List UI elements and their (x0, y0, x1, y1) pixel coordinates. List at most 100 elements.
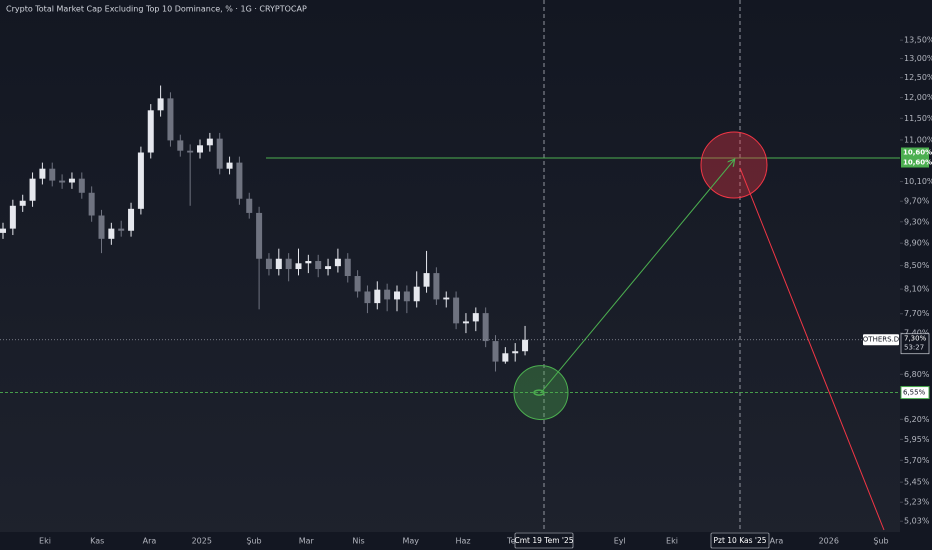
level-badge (901, 147, 929, 158)
candle (68, 172, 75, 189)
x-tick-label: Şub (873, 537, 888, 546)
candle (502, 347, 509, 364)
candle-body (197, 145, 203, 153)
candle (265, 253, 272, 276)
price-axis (900, 0, 932, 532)
y-tick-label: 9,70% (904, 197, 930, 206)
y-tick-label: 13,00% (904, 54, 932, 63)
candle (522, 325, 529, 356)
candle-body (29, 178, 36, 201)
down-arrow (739, 167, 885, 531)
candle (226, 156, 233, 175)
candle (364, 285, 371, 314)
x-tick-label: Eki (666, 537, 678, 546)
y-tick-label: 5,70% (904, 456, 930, 465)
candle (384, 283, 391, 312)
candle (98, 209, 105, 254)
level-badge-label: 10,60% (903, 159, 932, 167)
candle-body (0, 228, 6, 233)
candle-body (49, 168, 56, 181)
x-tick-label: Nis (352, 537, 364, 546)
candle-body (246, 198, 253, 213)
candle-body (68, 178, 75, 183)
candle-body (443, 297, 450, 300)
candle-body (206, 138, 213, 146)
candle-body (226, 162, 233, 169)
series-name-badge (863, 334, 899, 346)
candle (472, 307, 479, 332)
y-tick-label: 6,20% (904, 415, 930, 424)
candle (325, 258, 332, 276)
y-tick-label: 6,80% (904, 370, 930, 379)
y-tick-label: 5,95% (904, 435, 930, 444)
y-tick-label: 8,10% (904, 285, 930, 294)
x-tick-label: 2025 (192, 537, 212, 546)
candle (118, 220, 125, 237)
candle (19, 194, 26, 212)
price-badge-label: 7,30% (904, 335, 927, 343)
y-tick-label: 5,45% (904, 478, 930, 487)
candle (492, 335, 499, 372)
candle (344, 253, 351, 283)
candle-body (88, 192, 95, 216)
candle (285, 253, 292, 282)
crosshair-label: Cmt 19 Tem '25 (514, 536, 573, 545)
x-tick-label: Haz (455, 537, 470, 546)
candle (403, 285, 410, 314)
candle-body (285, 258, 292, 270)
candle (78, 172, 85, 199)
y-tick-label: 8,50% (904, 261, 930, 270)
candle (394, 285, 400, 312)
candle (39, 162, 46, 185)
candle (423, 250, 430, 293)
candle (206, 132, 213, 152)
candle-body (256, 212, 263, 259)
level-badge (901, 157, 929, 168)
x-tick-label: Ara (770, 537, 784, 546)
candle-body (128, 208, 135, 231)
candle-body (344, 258, 351, 277)
candle-body (177, 140, 184, 151)
candle (443, 291, 450, 308)
candle-body (305, 261, 312, 264)
candle-body (157, 98, 164, 111)
candle-body (334, 258, 341, 267)
candle (9, 199, 16, 236)
candle-body (472, 313, 479, 322)
candle (236, 156, 243, 205)
candle-body (108, 228, 115, 239)
candle-body (19, 200, 26, 206)
candle-body (433, 273, 440, 300)
candle (315, 254, 322, 278)
crosshair-label: Pzt 10 Kas '25 (714, 536, 767, 545)
y-tick-label: 12,50% (904, 73, 932, 82)
candle-body (216, 138, 223, 169)
support-point (533, 389, 545, 396)
candle-body (413, 286, 420, 302)
candle (354, 270, 361, 298)
candle (187, 144, 194, 206)
candle-body (522, 339, 529, 352)
crosshair-label-box (710, 532, 770, 549)
candle (167, 92, 174, 147)
candle-body (423, 273, 430, 287)
candle (275, 248, 282, 276)
y-tick-label: 11,50% (904, 114, 932, 123)
candle (157, 85, 164, 117)
candle (29, 172, 36, 207)
candle-body (403, 291, 410, 302)
y-tick-label: 5,23% (904, 498, 930, 507)
candle-body (325, 266, 332, 270)
candle (453, 291, 460, 330)
candle (147, 104, 154, 159)
candle (177, 134, 184, 157)
y-tick-label: 7,70% (904, 309, 930, 318)
candle-body (137, 152, 144, 209)
candle (59, 174, 66, 189)
up-arrow (540, 160, 734, 393)
candle-body (374, 289, 381, 304)
candle (246, 192, 253, 219)
